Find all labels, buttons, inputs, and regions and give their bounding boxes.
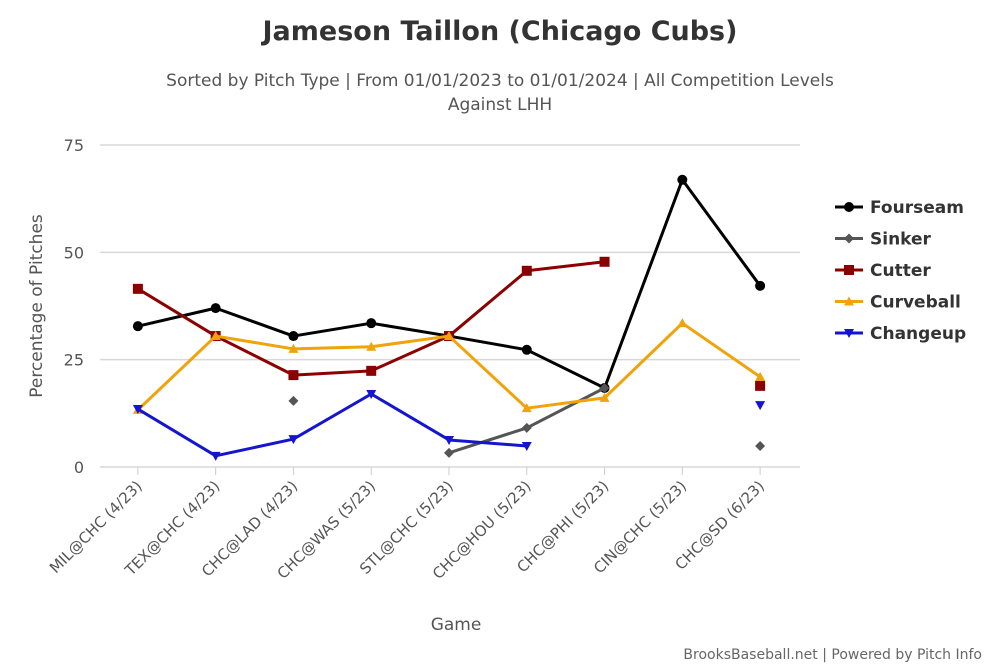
data-point[interactable]: [210, 303, 221, 314]
data-point[interactable]: [599, 256, 610, 267]
data-point[interactable]: [755, 371, 766, 381]
data-point[interactable]: [755, 380, 766, 391]
series-curveball: [132, 318, 766, 414]
legend-label: Sinker: [870, 230, 932, 250]
series-line: [137, 392, 527, 458]
legend-marker[interactable]: [844, 265, 854, 275]
legend-item-cutter[interactable]: Cutter: [835, 261, 931, 281]
chart-subtitle-2: Against LHH: [448, 95, 552, 115]
legend-marker[interactable]: [844, 296, 854, 306]
data-point[interactable]: [521, 403, 532, 413]
legend-label: Fourseam: [870, 198, 964, 218]
legend-item-changeup[interactable]: Changeup: [835, 324, 966, 344]
legend-marker[interactable]: [844, 202, 854, 212]
legend-label: Changeup: [870, 324, 966, 344]
data-point[interactable]: [366, 365, 377, 376]
data-point[interactable]: [444, 435, 454, 445]
x-axis-label: Game: [431, 615, 482, 635]
data-point[interactable]: [210, 451, 221, 461]
legend-item-sinker[interactable]: Sinker: [835, 230, 932, 250]
data-point[interactable]: [132, 321, 143, 332]
chart-subtitle: Sorted by Pitch Type | From 01/01/2023 t…: [166, 71, 834, 91]
data-point[interactable]: [366, 341, 377, 351]
credit-text: BrooksBaseball.net | Powered by Pitch In…: [683, 647, 982, 663]
y-tick-label: 75: [64, 136, 84, 155]
y-tick-label: 0: [74, 458, 84, 477]
data-point[interactable]: [210, 331, 221, 341]
data-point[interactable]: [132, 405, 143, 415]
chart-title: Jameson Taillon (Chicago Cubs): [261, 16, 738, 47]
legend-label: Cutter: [870, 261, 931, 281]
data-point[interactable]: [366, 318, 377, 329]
data-point[interactable]: [755, 280, 766, 291]
y-tick-label: 25: [64, 351, 84, 370]
data-point[interactable]: [521, 344, 532, 355]
series-changeup: [132, 390, 766, 461]
legend-marker[interactable]: [844, 329, 854, 338]
series-cutter: [132, 256, 766, 391]
data-point[interactable]: [521, 422, 532, 433]
data-point[interactable]: [521, 441, 532, 451]
data-point[interactable]: [366, 390, 377, 400]
data-point[interactable]: [444, 447, 454, 458]
data-point[interactable]: [521, 265, 532, 276]
data-point[interactable]: [288, 370, 299, 381]
data-point[interactable]: [677, 318, 688, 328]
y-tick-label: 50: [64, 243, 84, 262]
data-point[interactable]: [288, 435, 299, 445]
data-point[interactable]: [677, 174, 688, 185]
data-point[interactable]: [288, 395, 299, 406]
data-point[interactable]: [599, 392, 610, 402]
legend-item-curveball[interactable]: Curveball: [835, 293, 961, 313]
data-point[interactable]: [599, 383, 610, 394]
legend-label: Curveball: [870, 293, 961, 313]
legend-marker[interactable]: [844, 233, 854, 244]
legend-item-fourseam[interactable]: Fourseam: [835, 198, 964, 218]
data-point[interactable]: [755, 440, 766, 451]
data-point[interactable]: [755, 401, 766, 411]
data-point[interactable]: [288, 331, 299, 342]
data-point[interactable]: [444, 331, 454, 341]
y-axis-label: Percentage of Pitches: [27, 214, 47, 398]
data-point[interactable]: [288, 343, 299, 353]
series-line: [137, 178, 762, 390]
data-point[interactable]: [132, 283, 143, 294]
